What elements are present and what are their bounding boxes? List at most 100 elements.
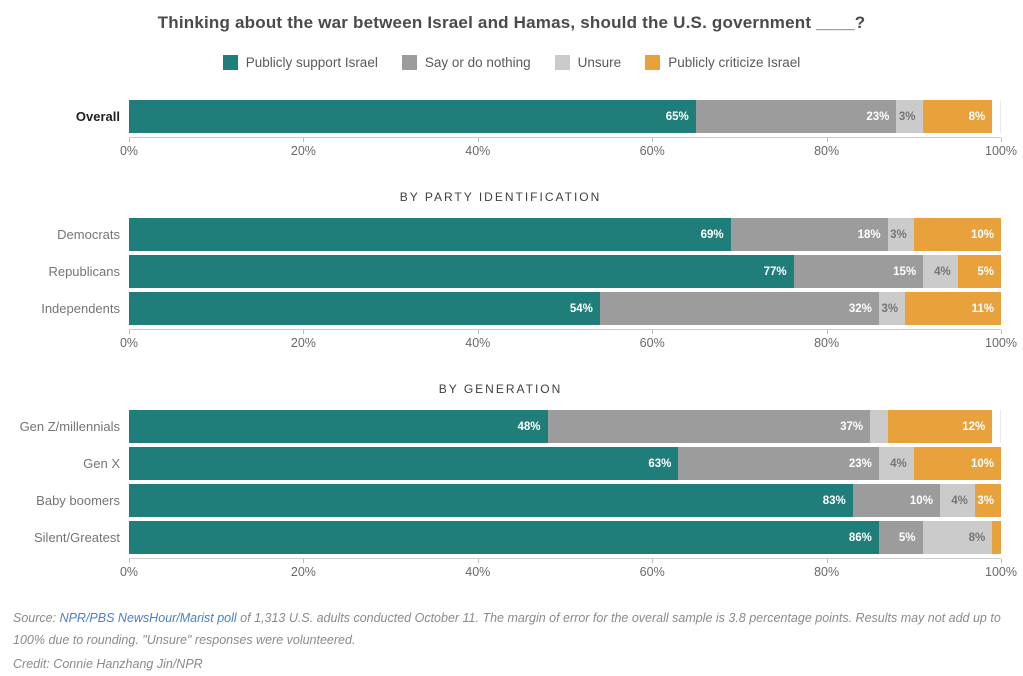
bar-segment-unsure: 4% — [878, 447, 914, 480]
row-label: Gen Z/millennials — [19, 419, 120, 434]
axis-tick — [129, 138, 130, 142]
x-axis: 0% 20% 40% 60% 80% 100% — [0, 558, 1017, 584]
bar-segment-nothing: 37% — [547, 410, 871, 443]
bar-segment-criticize: 5% — [957, 255, 1001, 288]
unsure-swatch-icon — [554, 55, 570, 70]
legend-item-criticize: Publicly criticize Israel — [645, 55, 800, 70]
axis-tick-label: 0% — [119, 144, 139, 158]
bar-row: Democrats 69% 18% 3% 10% — [0, 218, 1001, 251]
segment-value-label: 63% — [648, 457, 672, 470]
section-header: BY PARTY IDENTIFICATION — [399, 190, 602, 204]
axis-tick — [652, 138, 654, 142]
segment-value-label: 3% — [881, 302, 899, 315]
chart-group: BY PARTY IDENTIFICATION Democrats 69% 18% 3%… — [0, 190, 1017, 355]
bar-segment-criticize: 8% — [922, 100, 993, 133]
bar-segment-support: 77% — [129, 255, 794, 288]
segment-value-label: 5% — [977, 265, 994, 278]
bar-segment-nothing: 18% — [730, 218, 888, 251]
legend-label: Publicly support Israel — [245, 55, 378, 70]
segment-value-label: 37% — [840, 420, 864, 433]
bar-row: Baby boomers 83% 10% 4% 3% — [0, 484, 1001, 517]
segment-value-label: 18% — [857, 228, 881, 241]
axis-tick-label: 40% — [465, 336, 491, 350]
segment-value-label: 54% — [569, 302, 593, 315]
axis-tick-label: 80% — [814, 565, 840, 579]
axis-tick — [826, 330, 828, 334]
segment-value-label: 3% — [898, 110, 916, 123]
bar-segment-criticize — [992, 521, 1001, 554]
footer-credit: Credit: Connie Hanzhang Jin/NPR — [13, 656, 203, 671]
source-text: of 1,313 U.S. adults conducted October 1… — [13, 611, 1001, 647]
row-label: Baby boomers — [36, 493, 120, 508]
x-axis: 0% 20% 40% 60% 80% 100% — [0, 329, 1017, 355]
bar-row: Overall 65% 23% 3% 8% — [0, 100, 1001, 133]
bar-segment-nothing: 15% — [793, 255, 924, 288]
axis-tick — [129, 330, 130, 334]
bar-plot: 65% 23% 3% 8% — [129, 100, 1001, 133]
axis-tick — [477, 330, 479, 334]
bar-row: Gen X 63% 23% 4% 10% — [0, 447, 1001, 480]
segment-value-label: 23% — [848, 457, 872, 470]
bar-segment-criticize: 11% — [905, 292, 1001, 325]
bar-segment-nothing: 10% — [852, 484, 940, 517]
source-link[interactable]: NPR/PBS NewsHour/Marist poll — [59, 611, 237, 625]
bar-row: Silent/Greatest 86% 5% 8% — [0, 521, 1001, 554]
segment-value-label: 10% — [970, 457, 994, 470]
axis-tick-label: 80% — [814, 144, 840, 158]
source-prefix: Source: — [13, 611, 60, 625]
axis-tick-label: 20% — [290, 565, 316, 579]
legend-item-unsure: Unsure — [554, 55, 621, 70]
axis-tick — [652, 559, 654, 563]
bar-segment-support: 48% — [129, 410, 548, 443]
bar-plot: 69% 18% 3% 10% — [129, 218, 1001, 251]
segment-value-label: 8% — [968, 531, 986, 544]
axis-tick-label: 100% — [985, 144, 1017, 158]
bar-row: Republicans 77% 15% 4% 5% — [0, 255, 1001, 288]
bar-segment-support: 69% — [129, 218, 731, 251]
bar-segment-support: 83% — [129, 484, 853, 517]
axis-tick — [303, 330, 305, 334]
bar-plot: 48% 37% 12% — [129, 410, 1001, 443]
axis-line: 0% 20% 40% 60% 80% 100% — [120, 329, 1017, 355]
legend-label: Say or do nothing — [424, 55, 531, 70]
stacked-bar-chart: Overall 65% 23% 3% 8% 0% 20% 40% 60% 80% 100% BY PA… — [0, 100, 1023, 584]
footer: Source: NPR/PBS NewsHour/Marist poll of … — [13, 608, 1003, 676]
segment-value-label: 5% — [898, 531, 916, 544]
bar-segment-nothing: 23% — [678, 447, 879, 480]
axis-tick-label: 100% — [985, 565, 1017, 579]
segment-value-label: 12% — [962, 420, 986, 433]
axis-tick-label: 40% — [465, 144, 491, 158]
bar-row: Independents 54% 32% 3% 11% — [0, 292, 1001, 325]
section-header: BY GENERATION — [438, 382, 563, 396]
axis-tick — [303, 559, 305, 563]
support-swatch-icon — [222, 55, 238, 70]
axis-tick-label: 0% — [119, 565, 139, 579]
segment-value-label: 10% — [970, 228, 994, 241]
axis-tick-label: 40% — [465, 565, 491, 579]
row-label: Gen X — [83, 456, 120, 471]
chart-group: Overall 65% 23% 3% 8% 0% 20% 40% 60% 80% 100% — [0, 100, 1017, 163]
row-label: Overall — [75, 109, 120, 124]
axis-tick-label: 80% — [814, 336, 840, 350]
axis-tick — [1001, 559, 1002, 563]
segment-value-label: 86% — [848, 531, 872, 544]
segment-value-label: 83% — [822, 494, 846, 507]
bar-plot: 63% 23% 4% 10% — [129, 447, 1001, 480]
nothing-swatch-icon — [401, 55, 417, 70]
axis-tick-label: 100% — [985, 336, 1017, 350]
bar-segment-unsure: 8% — [922, 521, 993, 554]
bar-segment-support: 54% — [129, 292, 600, 325]
bar-row: Gen Z/millennials 48% 37% 12% — [0, 410, 1001, 443]
bar-plot: 54% 32% 3% 11% — [129, 292, 1001, 325]
bar-segment-unsure: 4% — [939, 484, 975, 517]
legend: Publicly support Israel Say or do nothin… — [0, 55, 1023, 70]
axis-tick — [1001, 330, 1002, 334]
bar-segment-unsure: 3% — [887, 218, 914, 251]
bar-segment-nothing: 23% — [695, 100, 897, 133]
axis-tick — [826, 559, 828, 563]
segment-value-label: 23% — [866, 110, 890, 123]
segment-value-label: 65% — [665, 110, 689, 123]
segment-value-label: 8% — [968, 110, 986, 123]
chart-group: BY GENERATION Gen Z/millennials 48% 37% 12% G… — [0, 382, 1017, 584]
bar-segment-criticize: 3% — [974, 484, 1001, 517]
